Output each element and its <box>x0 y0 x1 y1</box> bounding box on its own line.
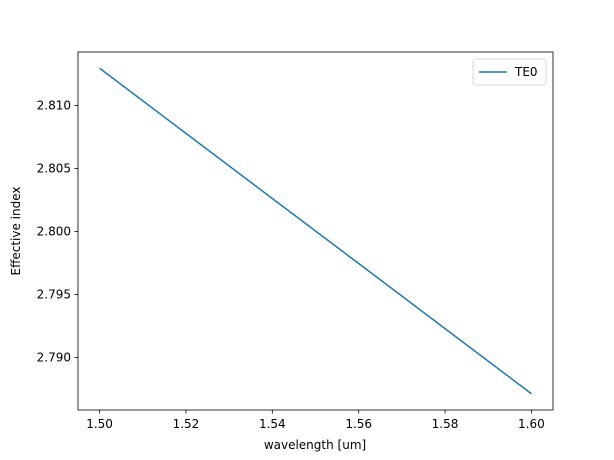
y-tick-label: 2.795 <box>37 287 71 301</box>
x-tick-label: 1.50 <box>86 417 113 431</box>
x-tick-label: 1.52 <box>173 417 200 431</box>
legend-label: TE0 <box>514 65 538 79</box>
data-line <box>99 67 532 395</box>
y-tick-label: 2.790 <box>37 350 71 364</box>
x-tick-label: 1.54 <box>259 417 286 431</box>
y-tick-label: 2.800 <box>37 225 71 239</box>
plot-frame <box>77 51 554 411</box>
x-tick-label: 1.60 <box>518 417 545 431</box>
y-tick-label: 2.805 <box>37 162 71 176</box>
legend-box <box>472 58 547 86</box>
x-axis-label: wavelength [um] <box>264 438 366 452</box>
y-axis-label: Effective index <box>9 187 23 276</box>
y-tick-label: 2.810 <box>37 99 71 113</box>
x-tick-label: 1.58 <box>432 417 459 431</box>
x-tick-label: 1.56 <box>345 417 372 431</box>
